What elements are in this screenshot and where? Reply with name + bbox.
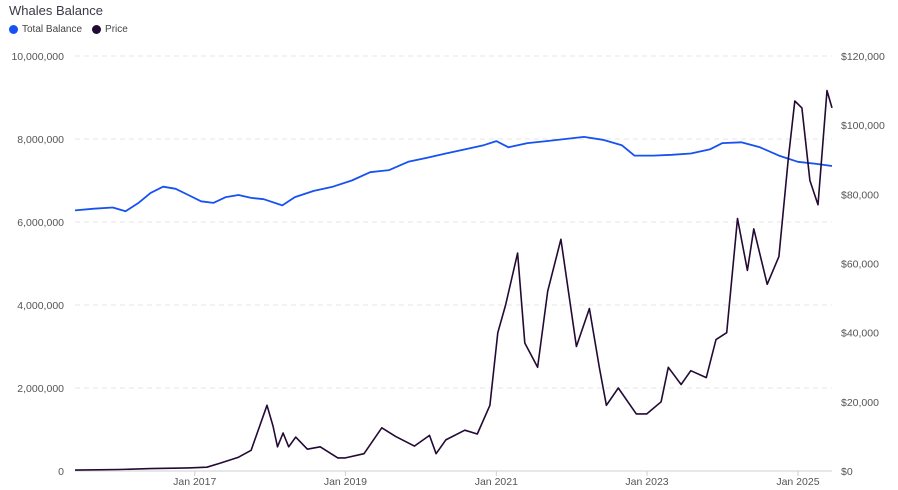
- legend-dot-price: [92, 25, 102, 34]
- y-left-tick-label: 10,000,000: [11, 51, 64, 63]
- x-tick-label: Jan 2017: [173, 476, 216, 488]
- y-right-tick-label: $100,000: [841, 120, 885, 132]
- legend-item-total-balance[interactable]: Total Balance: [9, 24, 82, 35]
- y-left-tick-label: 8,000,000: [17, 134, 64, 146]
- y-left-tick-label: 0: [58, 466, 64, 478]
- y-right-tick-label: $120,000: [841, 51, 885, 63]
- x-tick-label: Jan 2023: [625, 476, 668, 488]
- x-tick-label: Jan 2021: [475, 476, 518, 488]
- series-line-price: [74, 89, 833, 471]
- chart-title: Whales Balance: [9, 3, 103, 18]
- legend-item-price[interactable]: Price: [92, 24, 128, 35]
- legend: Total Balance Price: [9, 24, 128, 35]
- y-left-tick-label: 4,000,000: [17, 300, 64, 312]
- x-tick-label: Jan 2025: [776, 476, 819, 488]
- y-left-tick-label: 2,000,000: [17, 383, 64, 395]
- y-right-tick-label: $60,000: [841, 259, 879, 271]
- y-right-tick-label: $20,000: [841, 397, 879, 409]
- y-left-tick-label: 6,000,000: [17, 217, 64, 229]
- legend-label-price: Price: [105, 24, 128, 35]
- legend-label-total-balance: Total Balance: [22, 24, 83, 35]
- y-right-tick-label: $80,000: [841, 189, 879, 201]
- y-right-tick-label: $0: [841, 466, 853, 478]
- y-right-tick-label: $40,000: [841, 328, 879, 340]
- series-line-total-balance: [74, 135, 833, 213]
- legend-dot-total-balance: [9, 25, 18, 34]
- x-tick-label: Jan 2019: [324, 476, 367, 488]
